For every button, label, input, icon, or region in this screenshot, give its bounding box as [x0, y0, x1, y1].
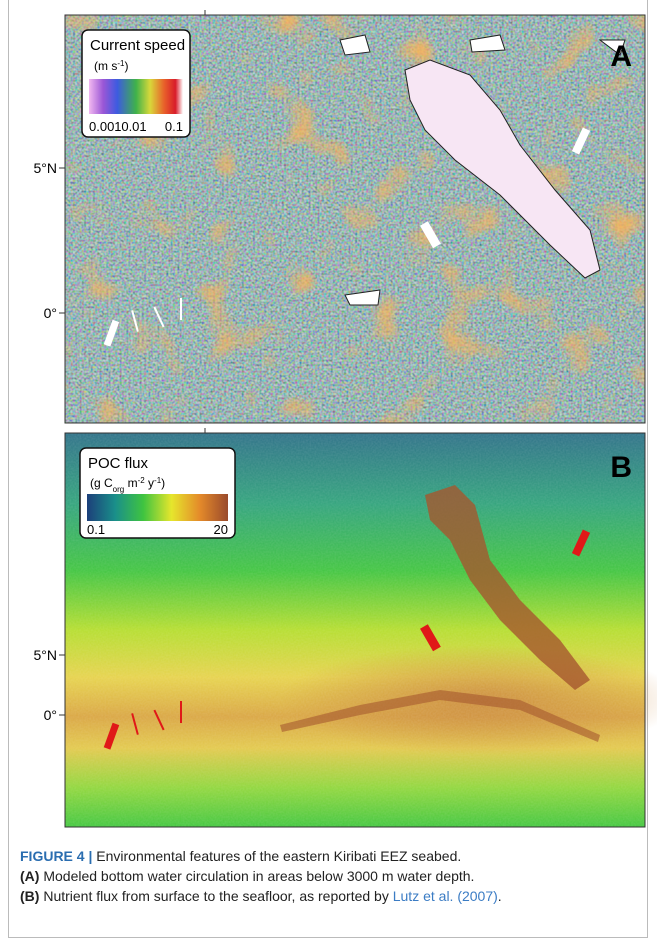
lat-label: 5°N	[34, 160, 58, 176]
figure: Current speed (m s-1) 0.001 0.01 0.1 A 5…	[0, 0, 657, 840]
lat-label: 0°	[44, 707, 57, 723]
caption-text: Environmental features of the eastern Ki…	[96, 848, 461, 864]
page: Current speed (m s-1) 0.001 0.01 0.1 A 5…	[0, 0, 657, 947]
legend-tick: 20	[214, 522, 228, 537]
citation-link[interactable]: Lutz et al. (2007)	[393, 888, 498, 904]
caption-line: FIGURE 4 | Environmental features of the…	[20, 846, 650, 866]
panel-b: POC flux (g Corg m-2 y-1) 0.1 20 B 5°N 0…	[34, 428, 657, 827]
legend-title: Current speed	[90, 37, 185, 54]
lat-label: 5°N	[34, 647, 58, 663]
panel-label: A	[610, 40, 632, 73]
legend-title: POC flux	[88, 455, 149, 472]
panel-a: Current speed (m s-1) 0.001 0.01 0.1 A 5…	[34, 10, 646, 423]
legend-tick: 0.1	[165, 119, 183, 134]
caption-text: Nutrient flux from surface to the seaflo…	[43, 888, 389, 904]
caption-label: (A)	[20, 868, 39, 884]
caption-label: (B)	[20, 888, 39, 904]
panel-label: B	[610, 451, 632, 484]
caption-text: .	[498, 888, 502, 904]
caption-text: Modeled bottom water circulation in area…	[43, 868, 474, 884]
caption-line: (A) Modeled bottom water circulation in …	[20, 866, 650, 886]
color-bar	[89, 79, 183, 114]
legend-tick: 0.01	[121, 119, 146, 134]
color-bar	[87, 494, 228, 521]
legend-tick: 0.1	[87, 522, 105, 537]
caption: FIGURE 4 | Environmental features of the…	[20, 846, 650, 906]
caption-line: (B) Nutrient flux from surface to the se…	[20, 886, 650, 906]
figure-label: FIGURE 4 |	[20, 848, 92, 864]
legend-tick: 0.001	[89, 119, 122, 134]
lat-label: 0°	[44, 305, 57, 321]
